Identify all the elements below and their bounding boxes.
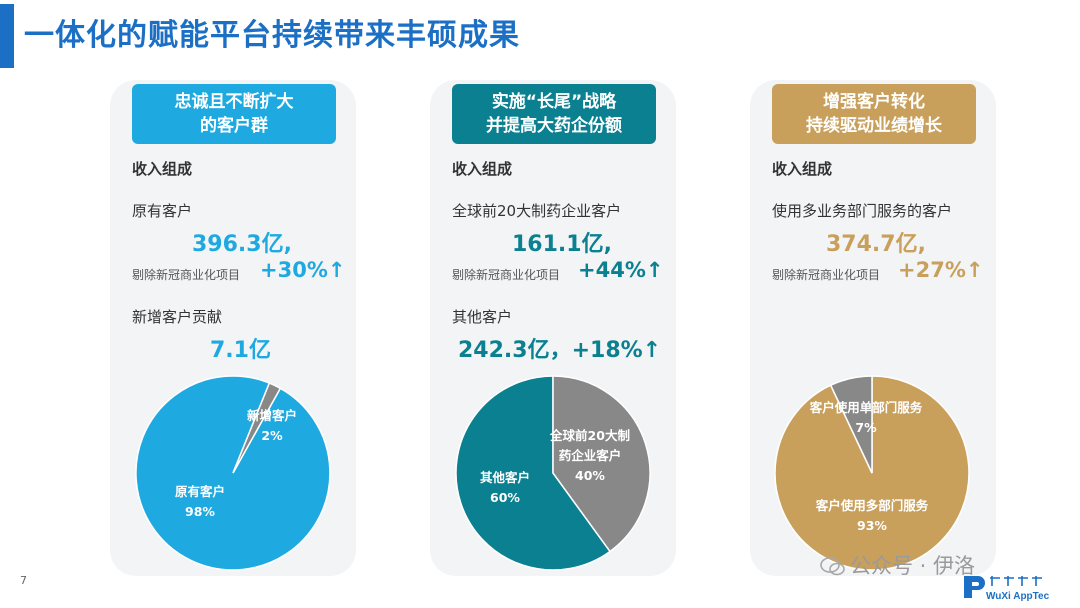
panel-header-line2: 的客户群: [200, 116, 268, 136]
panel-header: 实施“长尾”战略 并提高大药企份额: [452, 84, 656, 144]
pie0-slice-1-label: 新增客户: [247, 408, 297, 423]
item1-label: 全球前20大制药企业客户: [452, 202, 622, 220]
pie1-slice-0-value: 60%: [490, 490, 520, 505]
item2-label: 新增客户贡献: [132, 308, 223, 326]
page-number: 7: [20, 574, 27, 587]
item1-value: 374.7亿,: [826, 232, 926, 257]
pie2-slice-0-label: 客户使用多部门服务: [815, 498, 929, 513]
page-title: 一体化的赋能平台持续带来丰硕成果: [24, 18, 520, 53]
pie0-slice-0-label: 原有客户: [175, 484, 225, 499]
title-accent-bar: [0, 4, 14, 68]
pie1-slice-1-label: 全球前20大制: [549, 428, 630, 443]
item1-note: 剔除新冠商业化项目: [132, 268, 241, 282]
item1-note: 剔除新冠商业化项目: [452, 268, 561, 282]
item1-value: 161.1亿,: [512, 232, 612, 257]
panel-header-line1: 增强客户转化: [823, 92, 925, 112]
item1-value: 396.3亿,: [192, 232, 292, 257]
section-label: 收入组成: [772, 160, 833, 178]
panel-header: 增强客户转化 持续驱动业绩增长: [772, 84, 976, 144]
item1-label: 使用多业务部门服务的客户: [772, 202, 953, 220]
wechat-icon: [820, 557, 845, 576]
watermark-text: 公众号 · 伊洛: [850, 554, 976, 578]
panel-header: 忠诚且不断扩大 的客户群: [132, 84, 336, 144]
item1-label: 原有客户: [132, 202, 193, 220]
panel-header-line1: 实施“长尾”战略: [491, 92, 617, 112]
item1-growth: +44%↑: [578, 258, 664, 282]
item1-note: 剔除新冠商业化项目: [772, 268, 881, 282]
pie1-slice-0-label: 其他客户: [480, 470, 530, 485]
item1-growth: +27%↑: [898, 258, 984, 282]
item2-label: 其他客户: [452, 308, 513, 326]
pie1-slice-1-value: 40%: [575, 468, 605, 483]
logo-text: WuXi AppTec: [986, 591, 1050, 602]
panel-header-line2: 持续驱动业绩增长: [806, 116, 942, 136]
pie2-slice-1-label: 客户使用单部门服务: [809, 400, 923, 415]
pie1-slice-0: [455, 375, 612, 571]
section-label: 收入组成: [452, 160, 513, 178]
item2-value: 242.3亿，+18%↑: [458, 338, 662, 363]
section-label: 收入组成: [132, 160, 193, 178]
pie2-slice-1-value: 7%: [855, 420, 877, 435]
panel-header-line2: 并提高大药企份额: [486, 116, 622, 136]
pie0-slice-0-value: 98%: [185, 504, 215, 519]
pie1-slice-1: [552, 375, 651, 553]
pie2-slice-1: [829, 375, 873, 474]
pie0-slice-1-value: 2%: [261, 428, 283, 443]
panel-header-line1: 忠诚且不断扩大: [174, 92, 294, 112]
wuxi-apptec-logo: WuXi AppTec: [964, 576, 1050, 602]
pie0-slice-1: [232, 382, 282, 474]
pie2-slice-0-value: 93%: [857, 518, 887, 533]
pie1-slice-1-label: 药企业客户: [559, 448, 622, 463]
item1-growth: +30%↑: [260, 258, 346, 282]
item2-value: 7.1亿: [210, 338, 271, 363]
